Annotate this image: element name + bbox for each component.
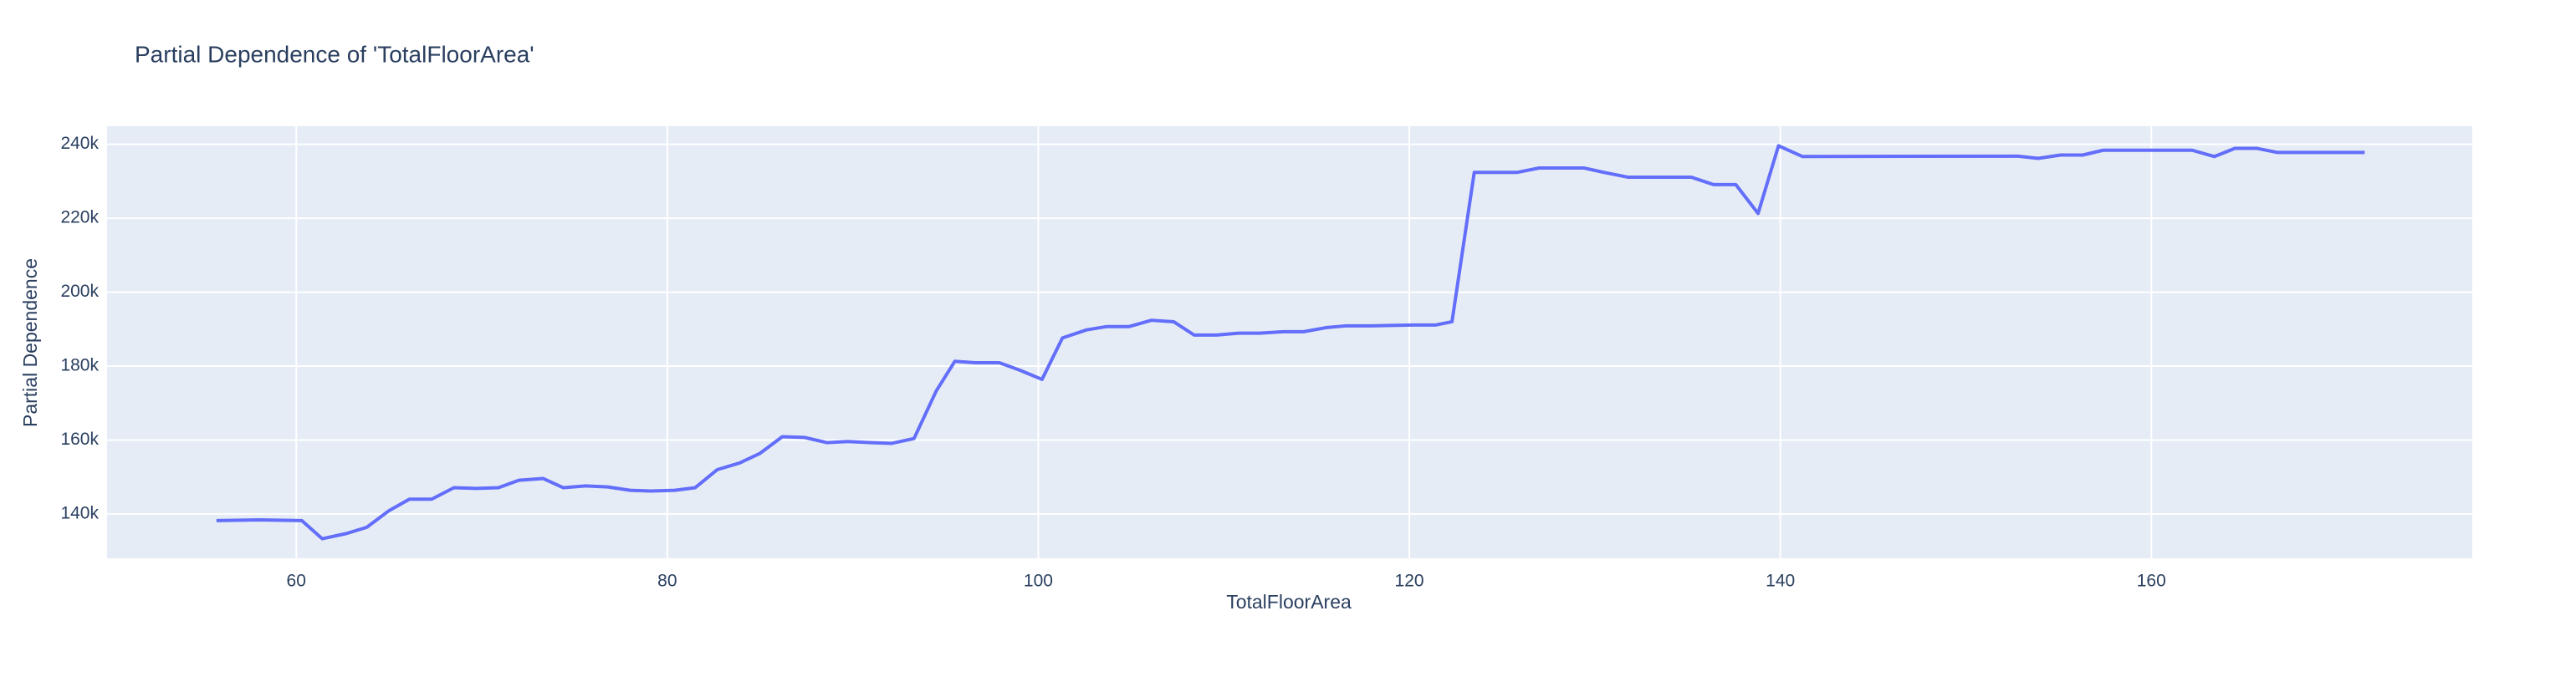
- y-axis-title: Partial Dependence: [19, 258, 41, 427]
- y-tick-label: 180k: [60, 356, 99, 375]
- x-tick-label: 80: [657, 572, 677, 591]
- y-tick-label: 160k: [60, 430, 99, 449]
- plot-background: [107, 126, 2472, 558]
- chart-title: Partial Dependence of 'TotalFloorArea': [135, 41, 534, 67]
- x-tick-label: 140: [1766, 572, 1795, 591]
- y-tick-label: 140k: [60, 503, 99, 522]
- x-tick-label: 100: [1024, 572, 1053, 591]
- x-axis-title: TotalFloorArea: [1226, 591, 1352, 613]
- data-line: [216, 144, 2365, 541]
- x-tick-label: 160: [2137, 572, 2166, 591]
- y-tick-label: 220k: [60, 208, 99, 227]
- x-tick-label: 60: [287, 572, 306, 591]
- y-tick-label: 200k: [60, 282, 99, 301]
- x-tick-label: 120: [1395, 572, 1424, 591]
- y-tick-label: 240k: [60, 134, 99, 153]
